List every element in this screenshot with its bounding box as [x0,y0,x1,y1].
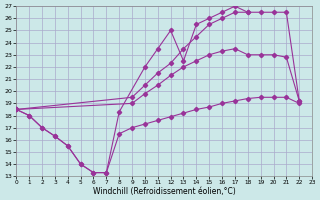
X-axis label: Windchill (Refroidissement éolien,°C): Windchill (Refroidissement éolien,°C) [93,187,236,196]
